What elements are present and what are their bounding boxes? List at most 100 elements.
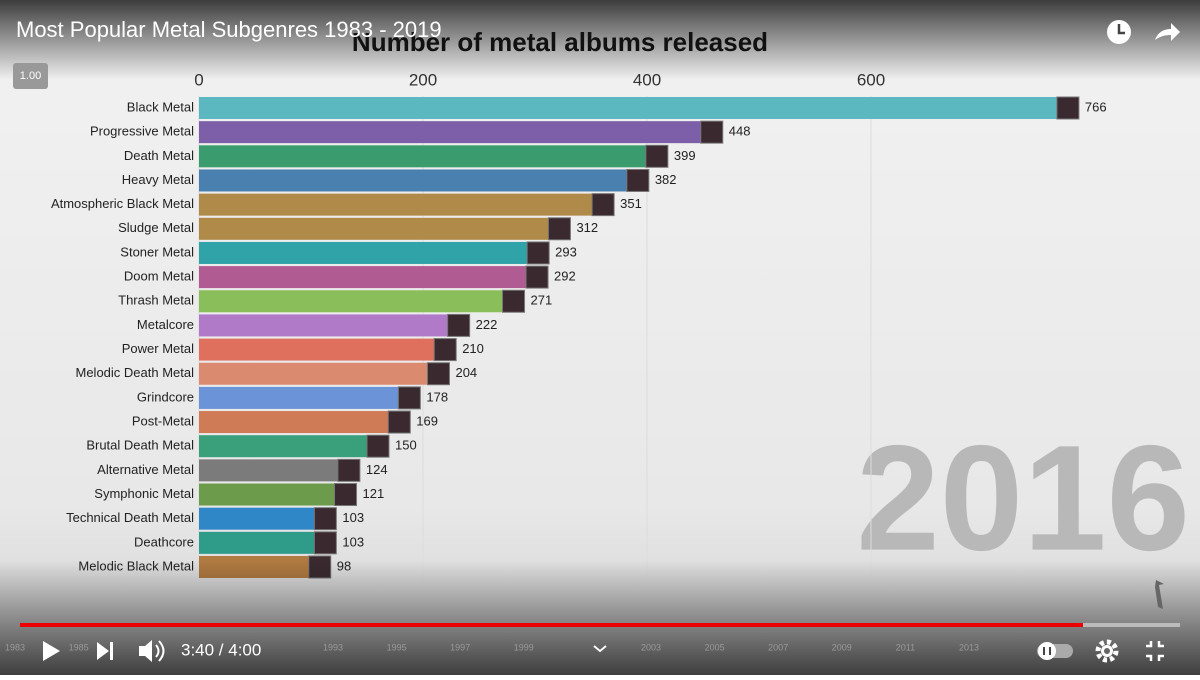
settings-button[interactable]: [1095, 639, 1119, 663]
timeline-year: 1999: [514, 642, 534, 652]
category-label: Technical Death Metal: [66, 510, 194, 525]
category-label: Grindcore: [137, 389, 194, 404]
bar: [199, 121, 701, 144]
channel-logo: [1155, 580, 1164, 609]
value-label: 222: [476, 317, 498, 332]
category-label: Thrash Metal: [118, 293, 194, 308]
album-thumbnail: [502, 289, 526, 313]
value-label: 293: [555, 244, 577, 259]
bar: [199, 314, 448, 337]
album-thumbnail: [526, 241, 550, 265]
chevron[interactable]: [593, 645, 607, 653]
volume-button[interactable]: [139, 640, 165, 662]
category-label: Melodic Death Metal: [76, 365, 195, 380]
timeline-year: 2005: [705, 642, 725, 652]
bar: [199, 459, 338, 482]
speed-text: 1.00: [20, 70, 41, 82]
album-thumbnail: [334, 483, 358, 507]
bar: [199, 217, 549, 240]
bar: [199, 507, 315, 530]
bar: [199, 193, 593, 216]
bar: [199, 411, 389, 434]
category-label: Progressive Metal: [90, 124, 194, 139]
bar: [199, 483, 335, 506]
value-label: 169: [416, 413, 438, 428]
bar: [199, 145, 646, 168]
watch-later-icon[interactable]: [1107, 20, 1131, 44]
category-label: Power Metal: [122, 341, 194, 356]
timeline-year: 1997: [450, 642, 470, 652]
timeline-year: 1995: [387, 642, 407, 652]
category-label: Alternative Metal: [97, 462, 194, 477]
speed-badge: [13, 63, 48, 89]
value-label: 399: [674, 148, 696, 163]
value-label: 103: [342, 534, 364, 549]
value-label: 124: [366, 462, 388, 477]
category-label: Deathcore: [134, 534, 194, 549]
bar: [199, 362, 428, 385]
year-label: 2016: [856, 414, 1190, 582]
timeline-year: 2009: [832, 642, 852, 652]
category-label: Death Metal: [124, 148, 194, 163]
bottom-shade: [0, 560, 1200, 675]
album-thumbnail: [313, 531, 337, 555]
timeline-year: 2011: [896, 642, 915, 652]
next-button[interactable]: [97, 642, 113, 660]
video-title[interactable]: Most Popular Metal Subgenres 1983 - 2019: [16, 17, 442, 42]
value-label: 271: [531, 293, 553, 308]
value-label: 312: [576, 220, 598, 235]
bar: [199, 169, 627, 192]
value-label: 204: [455, 365, 477, 380]
fullscreen-button[interactable]: [1146, 641, 1164, 661]
share-icon[interactable]: [1155, 23, 1180, 41]
bar: [199, 386, 399, 409]
time-display: 3:40 / 4:00: [181, 640, 261, 659]
value-label: 766: [1085, 99, 1107, 114]
category-label: Sludge Metal: [118, 220, 194, 235]
category-label: Doom Metal: [124, 269, 194, 284]
timeline-year: 2007: [768, 642, 788, 652]
value-label: 103: [342, 510, 364, 525]
album-thumbnail: [387, 410, 411, 434]
album-thumbnail: [313, 507, 337, 531]
album-thumbnail: [433, 338, 457, 362]
category-label: Post-Metal: [132, 413, 194, 428]
category-label: Black Metal: [127, 99, 194, 114]
category-label: Stoner Metal: [120, 244, 194, 259]
bar: [199, 435, 367, 458]
timeline-year: 1993: [323, 642, 343, 652]
value-label: 178: [426, 389, 448, 404]
bar: [199, 241, 528, 264]
value-label: 382: [655, 172, 677, 187]
value-label: 210: [462, 341, 484, 356]
bar: [199, 97, 1057, 119]
album-thumbnail: [591, 193, 615, 217]
value-label: 448: [729, 124, 751, 139]
album-thumbnail: [525, 265, 549, 289]
category-label: Symphonic Metal: [94, 486, 194, 501]
timeline-year: 1985: [69, 642, 89, 652]
album-thumbnail: [337, 458, 361, 482]
bar: [199, 290, 503, 313]
category-label: Heavy Metal: [122, 172, 194, 187]
album-thumbnail: [366, 434, 390, 458]
album-thumbnail: [645, 144, 669, 168]
album-thumbnail: [426, 362, 450, 386]
value-label: 292: [554, 269, 576, 284]
timeline-year: 1983: [5, 642, 25, 652]
category-label: Metalcore: [137, 317, 194, 332]
timeline-year: 2003: [641, 642, 661, 652]
bar: [199, 338, 435, 361]
progress-played: [20, 623, 1083, 627]
album-thumbnail: [700, 120, 724, 144]
value-label: 351: [620, 196, 642, 211]
bar: [199, 266, 527, 289]
value-label: 150: [395, 438, 417, 453]
album-thumbnail: [447, 313, 471, 337]
timeline: 1983 1985 1993 1995 1997 1999 2003 2005 2007 2009…: [5, 642, 979, 652]
play-button[interactable]: [43, 641, 60, 661]
bar: [199, 531, 315, 554]
autoplay-toggle[interactable]: [1037, 642, 1073, 660]
album-thumbnail: [1056, 96, 1080, 120]
